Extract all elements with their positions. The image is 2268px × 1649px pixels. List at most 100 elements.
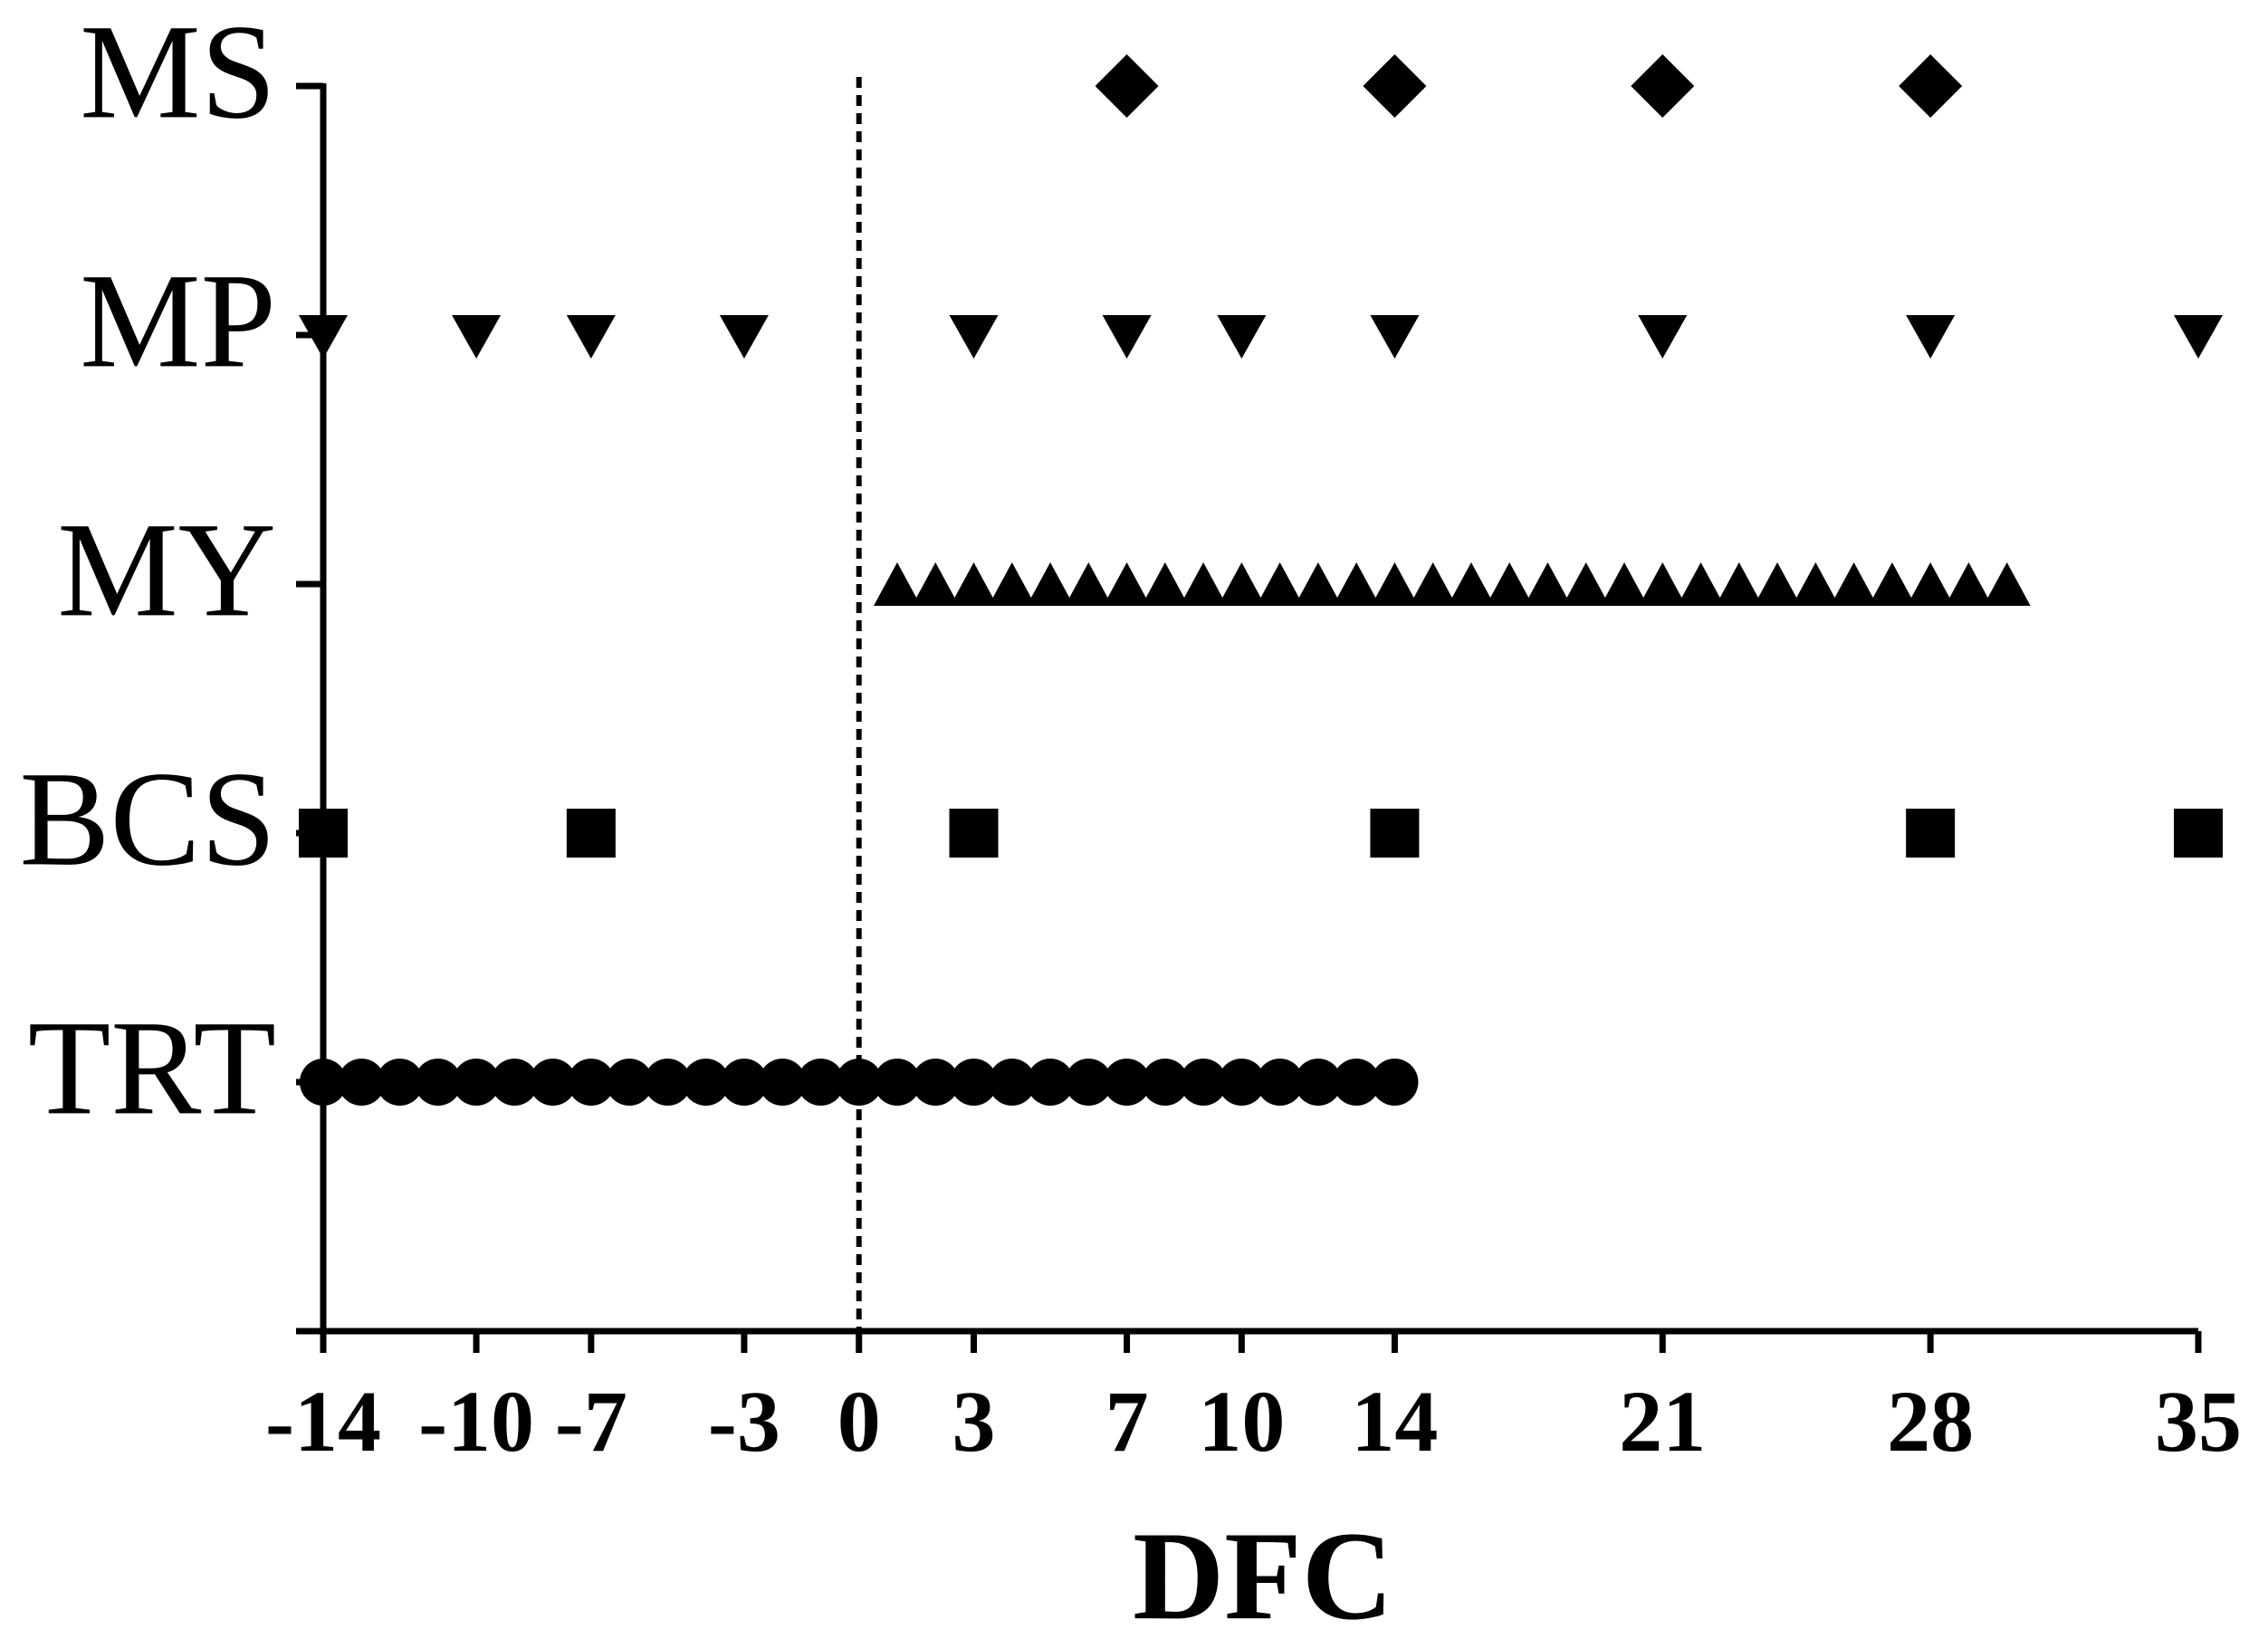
point bbox=[1370, 809, 1420, 858]
point bbox=[1906, 315, 1956, 359]
x-tick-label: 35 bbox=[2155, 1373, 2242, 1470]
point bbox=[1899, 54, 1963, 118]
point bbox=[1256, 1059, 1304, 1106]
point bbox=[338, 1059, 386, 1106]
x-tick-label: 3 bbox=[952, 1373, 996, 1470]
point bbox=[1370, 315, 1420, 359]
point bbox=[2174, 809, 2223, 858]
x-tick-label: 28 bbox=[1887, 1373, 1974, 1470]
point bbox=[1524, 562, 1572, 606]
y-tick-label: BCS bbox=[19, 743, 276, 894]
point bbox=[1371, 1059, 1419, 1106]
x-tick-label: -10 bbox=[418, 1373, 534, 1470]
x-tick-label: 7 bbox=[1105, 1373, 1149, 1470]
point bbox=[1180, 562, 1228, 606]
point bbox=[1294, 1059, 1342, 1106]
point bbox=[1631, 54, 1695, 118]
point bbox=[567, 1059, 615, 1106]
point bbox=[873, 562, 921, 606]
point bbox=[1141, 1059, 1189, 1106]
x-tick-label: 0 bbox=[837, 1373, 881, 1470]
point bbox=[606, 1059, 654, 1106]
point bbox=[949, 809, 999, 858]
point bbox=[2174, 315, 2223, 359]
point bbox=[491, 1059, 539, 1106]
point bbox=[719, 315, 769, 359]
point bbox=[1141, 562, 1189, 606]
point bbox=[1906, 809, 1956, 858]
point bbox=[1830, 562, 1878, 606]
point bbox=[1027, 562, 1075, 606]
point bbox=[988, 562, 1036, 606]
point bbox=[1754, 562, 1802, 606]
point bbox=[1102, 315, 1152, 359]
point bbox=[682, 1059, 730, 1106]
point bbox=[453, 1059, 501, 1106]
point bbox=[1027, 1059, 1075, 1106]
x-tick-label: -14 bbox=[265, 1373, 381, 1470]
point bbox=[1868, 562, 1916, 606]
point bbox=[835, 1059, 883, 1106]
point bbox=[950, 562, 998, 606]
point bbox=[376, 1059, 424, 1106]
x-tick-label: 21 bbox=[1619, 1373, 1706, 1470]
point bbox=[720, 1059, 768, 1106]
x-axis-label: DFC bbox=[1133, 1506, 1393, 1646]
point bbox=[452, 315, 502, 359]
point bbox=[1639, 562, 1687, 606]
point bbox=[797, 1059, 845, 1106]
point bbox=[988, 1059, 1036, 1106]
point bbox=[1103, 1059, 1151, 1106]
x-tick-label: 14 bbox=[1351, 1373, 1438, 1470]
point bbox=[759, 1059, 807, 1106]
point bbox=[1218, 1059, 1266, 1106]
point bbox=[1677, 562, 1725, 606]
point bbox=[566, 809, 616, 858]
point bbox=[1562, 562, 1610, 606]
point bbox=[1371, 562, 1419, 606]
point bbox=[1486, 562, 1534, 606]
point bbox=[1409, 562, 1457, 606]
point bbox=[1363, 54, 1427, 118]
y-tick-label: MS bbox=[80, 0, 276, 147]
point bbox=[414, 1059, 462, 1106]
point bbox=[644, 1059, 692, 1106]
point bbox=[1103, 562, 1151, 606]
point bbox=[1447, 562, 1495, 606]
point bbox=[566, 315, 616, 359]
point bbox=[529, 1059, 577, 1106]
point bbox=[1983, 562, 2031, 606]
y-tick-label: MP bbox=[80, 245, 276, 396]
point bbox=[1256, 562, 1304, 606]
x-tick-label: 10 bbox=[1198, 1373, 1285, 1470]
point bbox=[300, 1059, 347, 1106]
point bbox=[1601, 562, 1649, 606]
point bbox=[1638, 315, 1688, 359]
x-tick-label: -7 bbox=[555, 1373, 627, 1470]
point bbox=[1945, 562, 1993, 606]
point bbox=[1217, 315, 1267, 359]
point bbox=[1065, 562, 1113, 606]
point bbox=[1218, 562, 1266, 606]
point bbox=[1180, 1059, 1228, 1106]
point bbox=[1715, 562, 1763, 606]
x-tick-label: -3 bbox=[708, 1373, 780, 1470]
point bbox=[1065, 1059, 1113, 1106]
point bbox=[1333, 562, 1381, 606]
point bbox=[873, 1059, 921, 1106]
point bbox=[912, 562, 960, 606]
point bbox=[912, 1059, 960, 1106]
point bbox=[950, 1059, 998, 1106]
point bbox=[299, 315, 348, 359]
point bbox=[1333, 1059, 1381, 1106]
point bbox=[1792, 562, 1840, 606]
point bbox=[1294, 562, 1342, 606]
point bbox=[299, 809, 348, 858]
y-tick-label: MY bbox=[57, 494, 276, 645]
point bbox=[949, 315, 999, 359]
point bbox=[1095, 54, 1159, 118]
point bbox=[1907, 562, 1955, 606]
y-tick-label: TRT bbox=[28, 992, 276, 1143]
